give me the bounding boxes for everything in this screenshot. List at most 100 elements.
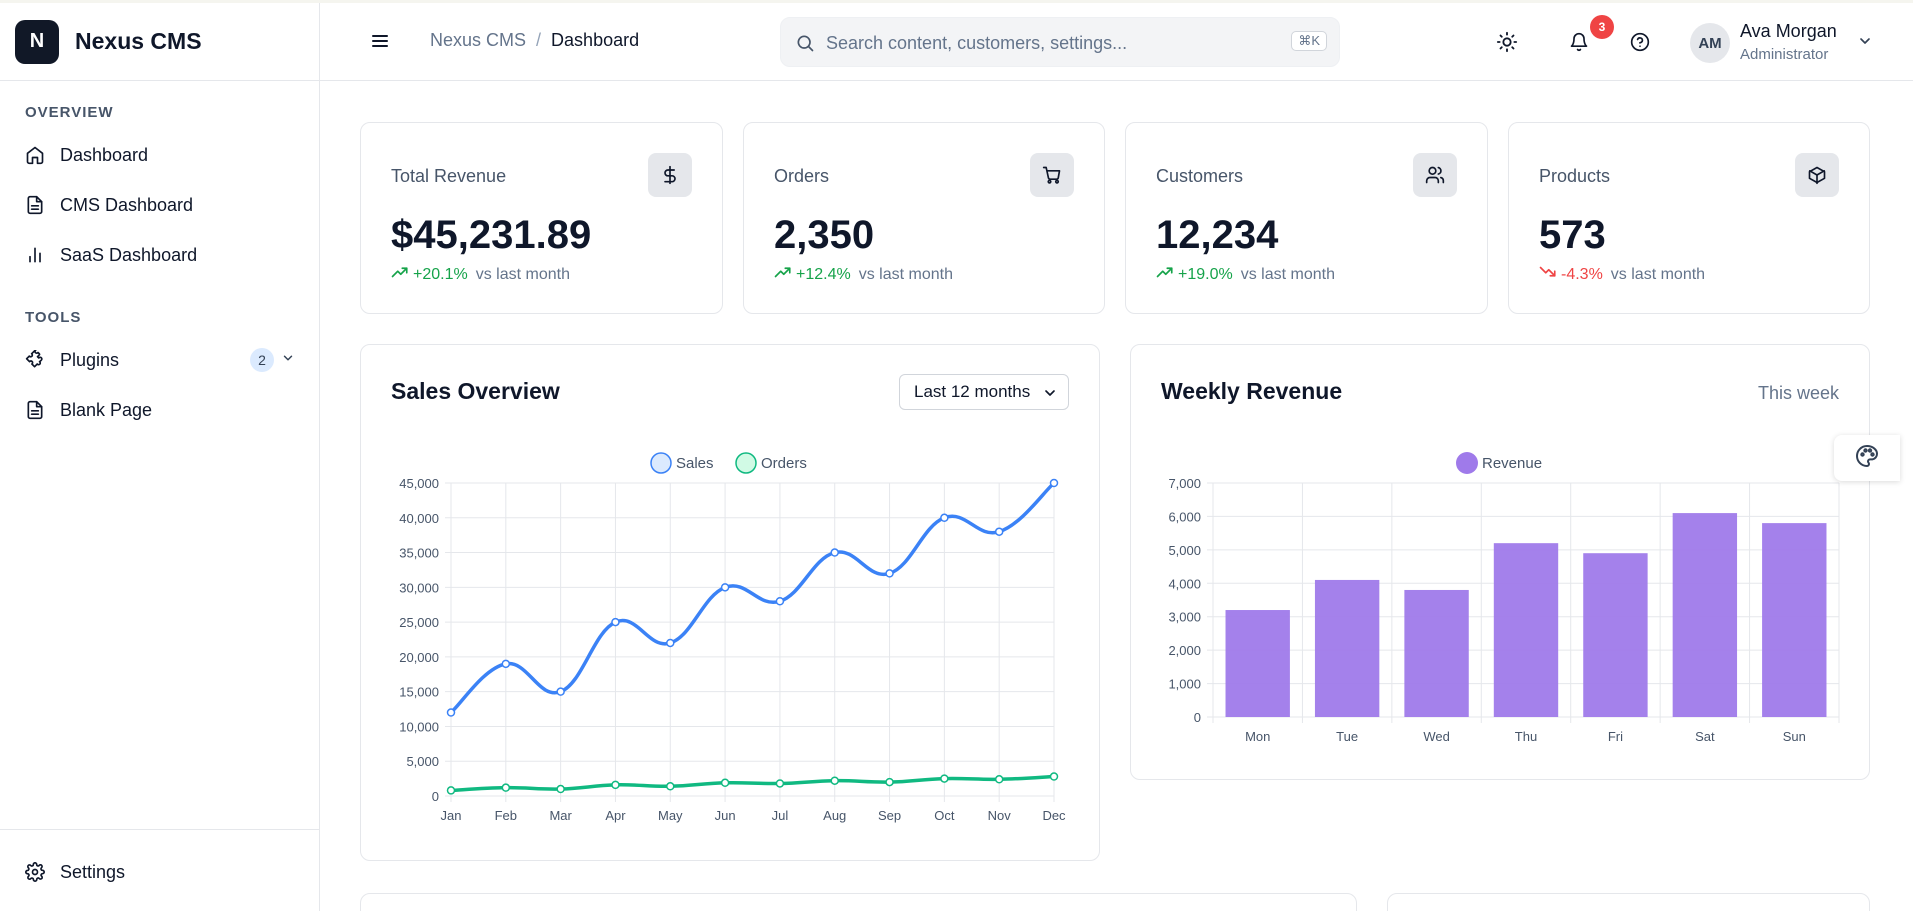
stat-value: $45,231.89 bbox=[391, 213, 592, 257]
user-role: Administrator bbox=[1740, 46, 1829, 63]
stat-change-suffix: vs last month bbox=[1610, 265, 1706, 283]
file-icon bbox=[25, 400, 45, 420]
bell-icon[interactable] bbox=[1567, 30, 1591, 54]
period-select[interactable]: Last 12 months bbox=[899, 374, 1069, 410]
chevron-down-icon[interactable] bbox=[1857, 33, 1873, 54]
file-icon bbox=[25, 195, 45, 215]
data-point bbox=[1049, 772, 1059, 781]
legend-label: Revenue bbox=[1482, 455, 1542, 472]
search-bar[interactable]: ⌘K bbox=[780, 17, 1340, 67]
breadcrumb-separator: / bbox=[536, 30, 542, 50]
plugins-count-badge: 2 bbox=[250, 348, 274, 372]
search-input[interactable] bbox=[826, 30, 1266, 56]
y-tick-label: 0 bbox=[1194, 710, 1201, 725]
bar-thu bbox=[1493, 543, 1559, 717]
data-point bbox=[885, 569, 894, 578]
legend-label: Sales bbox=[676, 455, 714, 472]
breadcrumb-root[interactable]: Nexus CMS bbox=[430, 30, 527, 50]
y-tick-label: 15,000 bbox=[399, 685, 439, 700]
data-point bbox=[501, 659, 511, 669]
y-tick-label: 5,000 bbox=[1168, 543, 1201, 558]
cart-icon bbox=[1030, 153, 1074, 197]
trend-down-icon bbox=[1539, 265, 1557, 284]
sidebar-item-label: Dashboard bbox=[60, 144, 149, 165]
y-tick-label: 4,000 bbox=[1168, 576, 1201, 591]
x-tick-label: Jun bbox=[715, 808, 736, 823]
bottom-card-left bbox=[360, 893, 1357, 911]
section-label-overview: OVERVIEW bbox=[25, 104, 114, 121]
sales-overview-card: Sales Overview Last 12 months 0 5,000 10,0… bbox=[360, 344, 1100, 861]
top-accent-line bbox=[0, 0, 1913, 3]
x-tick-label: Feb bbox=[495, 808, 517, 823]
sidebar-item-blank-page[interactable]: Blank Page bbox=[25, 395, 295, 425]
x-tick-label: Mar bbox=[549, 808, 572, 823]
data-point bbox=[940, 774, 949, 783]
x-tick-label: Dec bbox=[1042, 808, 1066, 823]
section-label-tools: TOOLS bbox=[25, 309, 82, 326]
brand[interactable]: N Nexus CMS bbox=[0, 3, 319, 81]
avatar[interactable]: AM bbox=[1690, 23, 1730, 63]
stat-value: 573 bbox=[1539, 213, 1606, 257]
data-point bbox=[775, 779, 785, 788]
sidebar-item-label: Blank Page bbox=[60, 399, 153, 420]
help-icon[interactable] bbox=[1628, 30, 1652, 54]
sidebar-item-label: CMS Dashboard bbox=[60, 194, 194, 215]
breadcrumb: Nexus CMS / Dashboard bbox=[430, 30, 639, 51]
search-icon bbox=[795, 33, 815, 58]
chevron-down-icon[interactable] bbox=[281, 351, 295, 368]
stat-value: 12,234 bbox=[1156, 213, 1279, 257]
bar-mon bbox=[1225, 610, 1290, 717]
data-point bbox=[720, 778, 730, 788]
chevron-down-icon bbox=[1042, 385, 1058, 406]
x-tick-label: Apr bbox=[605, 808, 626, 823]
data-point bbox=[446, 708, 456, 717]
sidebar-item-settings[interactable]: Settings bbox=[25, 857, 295, 887]
stat-card-products: Products 573 -4.3% vs last month bbox=[1508, 122, 1870, 314]
puzzle-icon bbox=[25, 350, 45, 370]
y-tick-label: 45,000 bbox=[399, 476, 439, 491]
user-name[interactable]: Ava Morgan bbox=[1740, 21, 1837, 41]
x-tick-label: Tue bbox=[1336, 729, 1358, 744]
sidebar-item-dashboard[interactable]: Dashboard bbox=[25, 140, 295, 170]
sidebar-item-saas-dashboard[interactable]: SaaS Dashboard bbox=[25, 240, 295, 270]
theme-customizer-button[interactable] bbox=[1834, 435, 1900, 481]
x-tick-label: Jul bbox=[772, 808, 789, 823]
bottom-card-right bbox=[1387, 893, 1870, 911]
trend-up-icon bbox=[391, 265, 409, 284]
search-shortcut: ⌘K bbox=[1291, 31, 1327, 51]
theme-toggle-sun-icon[interactable] bbox=[1495, 30, 1519, 54]
top-header: Nexus CMS / Dashboard ⌘K 3 AM Ava Morgan A… bbox=[320, 3, 1913, 81]
stat-trend: -4.3% vs last month bbox=[1539, 265, 1705, 284]
weekly-period-label: This week bbox=[1757, 383, 1839, 403]
sidebar-item-cms-dashboard[interactable]: CMS Dashboard bbox=[25, 190, 295, 220]
stat-change: +12.4% bbox=[796, 265, 851, 283]
stat-title: Orders bbox=[774, 166, 830, 186]
weekly-bar-chart: 0 1,000 2,000 3,000 4,000 5,000 6,000 7,000 Reve… bbox=[1168, 452, 1840, 744]
users-icon bbox=[1413, 153, 1457, 197]
stat-change-suffix: vs last month bbox=[1240, 265, 1335, 283]
stat-card-orders: Orders 2,350 +12.4% vs last month bbox=[743, 122, 1105, 314]
y-tick-label: 20,000 bbox=[399, 650, 439, 665]
data-point bbox=[611, 617, 620, 627]
notification-count-badge: 3 bbox=[1590, 15, 1614, 39]
y-tick-label: 5,000 bbox=[406, 754, 439, 769]
chart-title: Weekly Revenue bbox=[1161, 378, 1343, 404]
sidebar-item-plugins[interactable]: Plugins 2 bbox=[25, 345, 295, 375]
stat-change-suffix: vs last month bbox=[475, 265, 570, 283]
stat-value: 2,350 bbox=[774, 213, 875, 257]
stat-title: Customers bbox=[1156, 166, 1244, 186]
trend-up-icon bbox=[774, 265, 792, 284]
bar-sun bbox=[1762, 523, 1827, 717]
x-tick-label: Thu bbox=[1515, 729, 1537, 744]
bar-sat bbox=[1672, 513, 1738, 717]
menu-toggle-icon[interactable] bbox=[368, 29, 392, 53]
gear-icon bbox=[25, 862, 45, 882]
y-tick-label: 10,000 bbox=[399, 719, 439, 734]
stat-card-customers: Customers 12,234 +19.0% vs last month bbox=[1125, 122, 1488, 314]
data-point bbox=[775, 596, 785, 606]
x-tick-label: Fri bbox=[1608, 729, 1623, 744]
palette-icon bbox=[1855, 444, 1879, 473]
dollar-icon bbox=[648, 153, 692, 197]
sidebar-item-label: Settings bbox=[60, 861, 126, 882]
stat-card-total-revenue: Total Revenue $45,231.89 +20.1% vs last … bbox=[360, 122, 723, 314]
